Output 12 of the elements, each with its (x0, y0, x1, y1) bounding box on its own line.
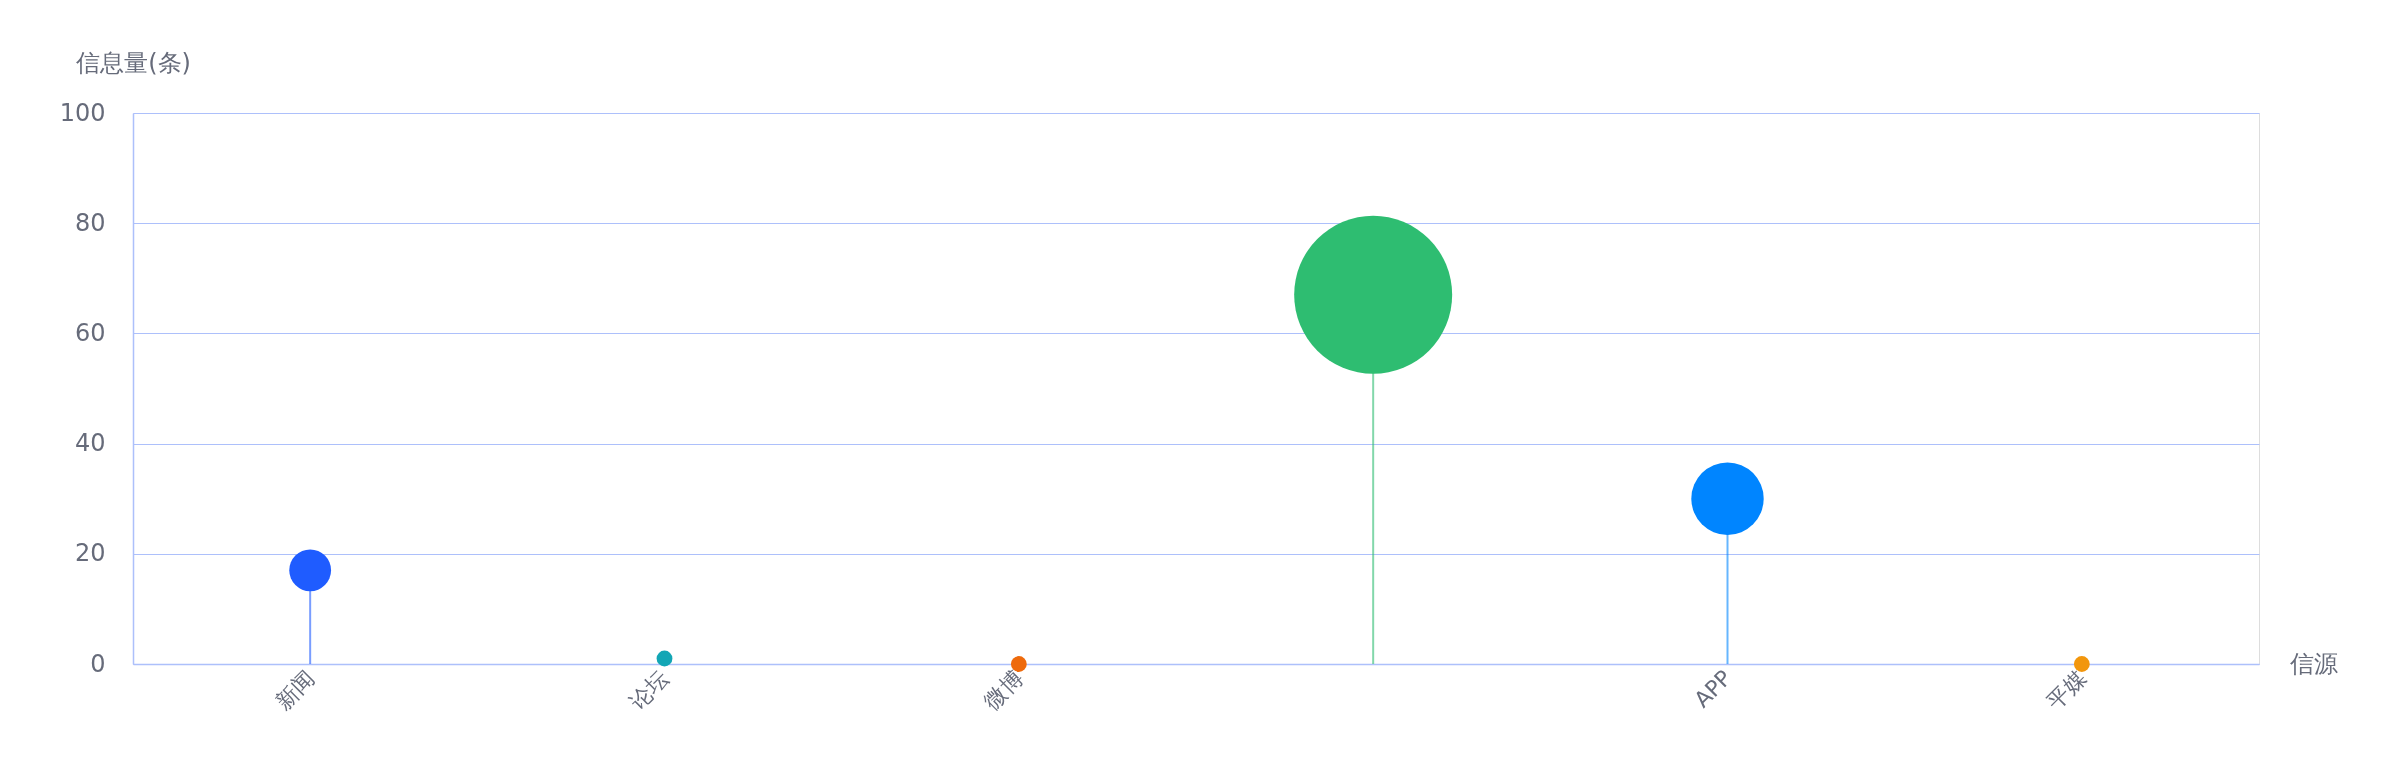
x-tick-label: 平媒 (2042, 665, 2091, 715)
x-tick-label: 新闻 (270, 665, 320, 715)
y-tick-label: 60 (74, 318, 106, 347)
y-tick-label: 100 (59, 98, 106, 127)
y-tick-label: 40 (74, 429, 106, 458)
y-tick-label: 20 (74, 539, 106, 568)
x-tick-label: 微博 (979, 665, 1028, 715)
y-tick-label: 0 (90, 649, 106, 678)
x-tick-label: 论坛 (624, 665, 674, 715)
y-axis-title: 信息量(条) (76, 48, 191, 77)
x-axis-title: 信源 (2289, 649, 2338, 678)
y-tick-label: 80 (74, 208, 106, 237)
